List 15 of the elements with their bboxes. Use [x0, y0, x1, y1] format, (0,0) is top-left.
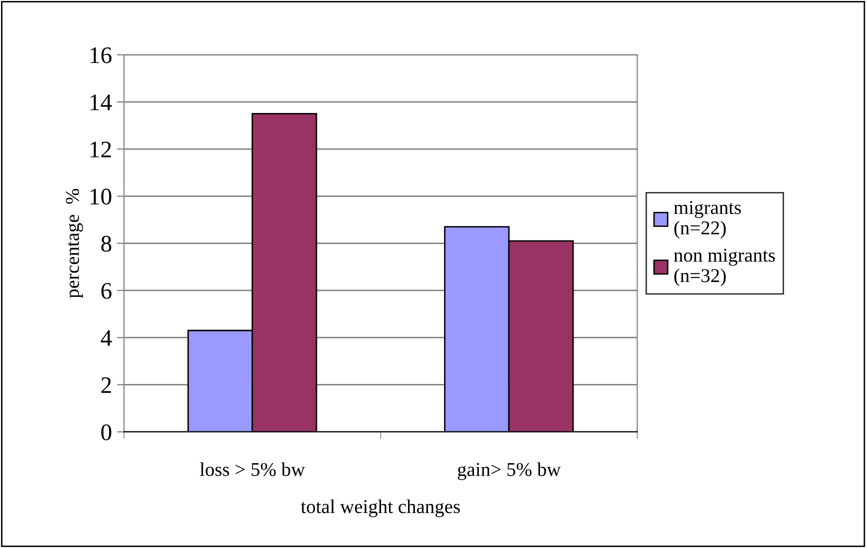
y-axis-title: percentage %: [66, 188, 84, 298]
legend-label: migrants (n=22): [674, 201, 741, 238]
x-tick-label: loss > 5% bw: [200, 462, 305, 476]
y-tick-label: 14: [90, 94, 112, 110]
y-tick-label: 2: [101, 377, 111, 393]
legend-label: non migrants (n=32): [674, 248, 775, 286]
y-tick-label: 8: [101, 236, 112, 252]
x-axis-title: total weight changes: [300, 500, 460, 518]
y-tick-label: 10: [90, 188, 112, 205]
y-tick-label: 4: [100, 330, 112, 346]
y-tick-label: 0: [101, 424, 112, 440]
y-tick-label: 6: [101, 282, 112, 299]
y-tick-label: 12: [90, 142, 111, 158]
x-tick-label: gain> 5% bw: [458, 462, 561, 480]
y-tick-label: 16: [90, 47, 112, 64]
